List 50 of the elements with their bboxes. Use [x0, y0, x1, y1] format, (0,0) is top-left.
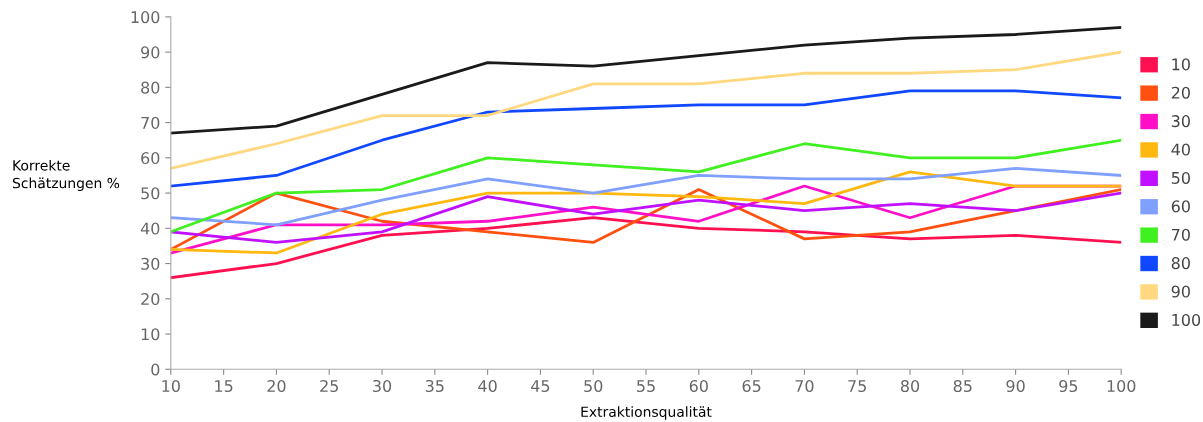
y-tick-label: 80 — [141, 81, 160, 94]
x-tick-label: 35 — [425, 379, 444, 393]
x-tick-label: 95 — [1059, 379, 1078, 393]
legend-label: 10 — [1172, 58, 1190, 71]
legend-label: 70 — [1171, 228, 1190, 241]
y-tick-label: 0 — [151, 363, 160, 376]
x-axis-title: Extraktionsqualität — [581, 406, 712, 420]
line-series — [170, 89, 1122, 188]
x-tick-label: 25 — [320, 379, 338, 393]
legend-label: 20 — [1171, 86, 1190, 99]
legend-label: 80 — [1171, 257, 1190, 270]
line-series — [170, 138, 1122, 234]
legend-label: 100 — [1172, 313, 1201, 326]
x-tick-label: 30 — [373, 379, 392, 393]
y-tick-label: 90 — [141, 46, 160, 59]
x-tick-label: 75 — [848, 380, 866, 393]
x-tick-label: 90 — [1006, 379, 1025, 393]
y-tick-label: 100 — [131, 11, 160, 24]
legend-label: 50 — [1171, 171, 1190, 184]
legend-label: 60 — [1171, 200, 1190, 213]
line-series — [170, 167, 1122, 227]
y-tick-label: 10 — [141, 328, 160, 341]
line-series — [170, 26, 1122, 135]
x-tick-label: 40 — [478, 379, 497, 393]
x-tick-label: 15 — [215, 380, 233, 393]
y-tick-label: 20 — [141, 292, 160, 306]
x-tick-label: 55 — [637, 380, 655, 393]
legend-label: 90 — [1171, 285, 1190, 298]
y-tick-label: 30 — [141, 257, 160, 270]
x-tick-label: 60 — [689, 379, 708, 393]
y-tick-label: 60 — [141, 152, 160, 165]
line-series — [170, 50, 1122, 170]
y-axis-title: Korrekte Schätzungen % — [12, 159, 120, 191]
x-tick-label: 85 — [953, 379, 972, 393]
y-tick-label: 50 — [141, 187, 160, 200]
legend-label: 40 — [1171, 143, 1190, 156]
line-series — [170, 191, 1122, 244]
x-tick-label: 45 — [531, 380, 550, 393]
x-tick-label: 80 — [900, 379, 920, 393]
x-tick-label: 70 — [795, 379, 814, 393]
x-tick-label: 100 — [1107, 379, 1136, 393]
line-series — [170, 170, 1122, 255]
legend-label: 30 — [1171, 115, 1190, 128]
x-tick-label: 20 — [267, 379, 286, 393]
y-tick-label: 40 — [140, 222, 160, 235]
x-tick-label: 10 — [162, 379, 180, 393]
line-series — [170, 216, 1122, 280]
y-tick-label: 70 — [141, 116, 160, 129]
x-tick-label: 50 — [584, 379, 603, 393]
x-tick-label: 65 — [742, 379, 761, 393]
